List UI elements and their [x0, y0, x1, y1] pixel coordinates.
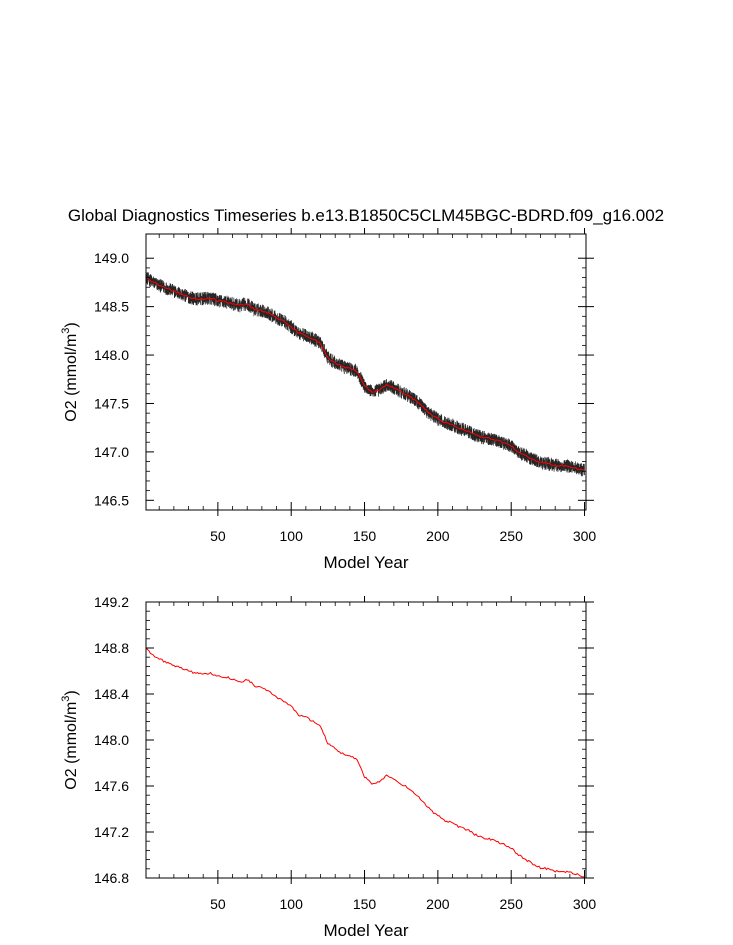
bottom-y-axis-label: O2 (mmol/m3): [60, 690, 80, 789]
bottom-y-axis-label-main: O2 (mmol/m: [63, 702, 80, 790]
y-tick-label: 148.4: [94, 686, 129, 702]
top-y-axis-label-main: O2 (mmol/m: [63, 334, 80, 422]
y-tick-label: 148.0: [94, 347, 129, 363]
y-tick-label: 146.5: [94, 492, 129, 508]
top-plot-area: [145, 272, 585, 477]
x-tick-label: 100: [280, 896, 304, 912]
series-monthly-line: [145, 272, 585, 477]
y-tick-label: 147.6: [94, 778, 129, 794]
x-tick-label: 300: [573, 528, 597, 544]
bottom-y-axis-label-close: ): [63, 690, 80, 695]
figure-title: Global Diagnostics Timeseries b.e13.B185…: [68, 206, 664, 225]
top-y-axis-label-sup: 3: [60, 328, 72, 334]
x-tick-label: 250: [500, 896, 524, 912]
bottom-y-ticks: 146.8 147.2 147.6 148.0 148.4 148.8 149.2: [94, 594, 594, 886]
x-tick-label: 200: [426, 896, 450, 912]
x-tick-label: 50: [210, 896, 226, 912]
x-tick-label: 100: [280, 528, 304, 544]
y-tick-label: 148.5: [94, 299, 129, 315]
bottom-x-ticks: 50 100 150 200 250 300: [158, 596, 597, 912]
y-tick-label: 146.8: [94, 870, 129, 886]
y-tick-label: 147.5: [94, 395, 129, 411]
series-annual_mean-line: [145, 276, 585, 471]
top-x-ticks: 50 100 150 200 250 300: [158, 228, 597, 544]
top-y-axis-label: O2 (mmol/m3): [60, 322, 80, 421]
y-tick-label: 148.8: [94, 640, 129, 656]
y-tick-label: 148.0: [94, 732, 129, 748]
bottom-y-axis-label-sup: 3: [60, 696, 72, 702]
bottom-plot-area: [145, 647, 585, 878]
top-x-axis-label: Model Year: [323, 553, 408, 572]
y-tick-label: 149.0: [94, 250, 129, 266]
x-tick-label: 300: [573, 896, 597, 912]
x-tick-label: 250: [500, 528, 524, 544]
x-tick-label: 200: [426, 528, 450, 544]
top-y-ticks: 146.5 147.0 147.5 148.0 148.5 149.0: [94, 250, 594, 508]
bottom-plot-frame: [145, 601, 587, 879]
y-tick-label: 147.0: [94, 444, 129, 460]
top-panel: Global Diagnostics Timeseries b.e13.B185…: [60, 206, 664, 572]
x-tick-label: 50: [210, 528, 226, 544]
top-plot-frame: [145, 233, 587, 511]
bottom-panel: 146.8 147.2 147.6 148.0 148.4 148.8 149.2 50 10…: [60, 594, 596, 940]
y-tick-label: 149.2: [94, 594, 129, 610]
x-tick-label: 150: [353, 896, 377, 912]
bottom-x-axis-label: Model Year: [323, 921, 408, 940]
x-tick-label: 150: [353, 528, 377, 544]
series-annual_mean-line: [145, 647, 585, 878]
top-y-axis-label-close: ): [63, 322, 80, 327]
y-tick-label: 147.2: [94, 824, 129, 840]
